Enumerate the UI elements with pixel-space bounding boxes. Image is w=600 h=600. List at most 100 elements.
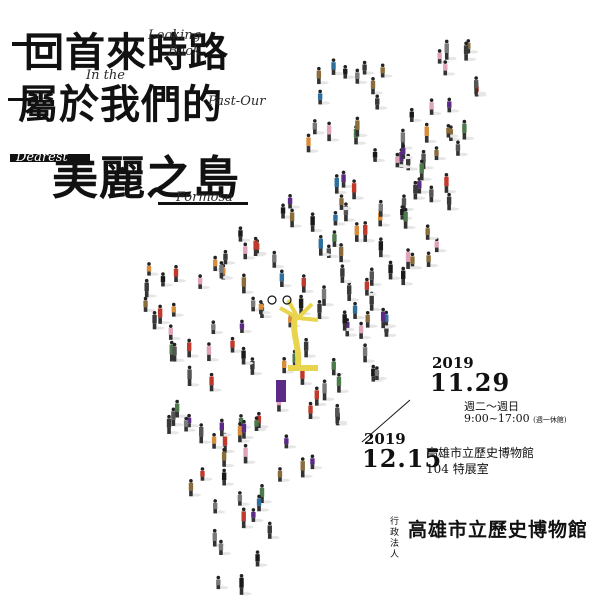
person-figure [300,457,313,478]
person-figure [171,407,184,427]
person-figure [316,66,329,85]
person-figure [259,483,273,504]
title-en-dearest: Dearest [16,150,68,165]
person-figure [211,432,225,449]
person-figure [446,192,460,211]
bicycle-wheel [267,295,277,305]
person-figure [157,304,171,325]
person-figure [463,41,477,61]
museum-logo: 行政法人 高雄市立歷史博物館 [390,515,590,560]
person-figure [455,140,468,156]
fountain-sculpture [279,299,319,371]
person-figure [326,244,339,259]
title-en-formosa: Formosa [176,190,233,205]
person-figure [183,416,197,432]
title-en-looking: Looking [148,28,202,43]
person-figure [462,119,475,140]
person-figure [341,170,354,188]
person-figure [219,418,232,437]
person-figure [339,194,352,211]
venue-room: 104 特展室 [426,462,489,476]
person-figure [144,278,157,298]
person-figure [303,337,317,358]
person-figure [388,260,401,280]
person-figure [338,243,352,263]
person-figure [352,301,366,320]
venue-name: 高雄市立歷史博物館 [426,446,535,460]
end-date: 12.15 [362,444,443,473]
end-year: 2019 [364,430,406,448]
person-figure [434,146,447,161]
person-figure [166,414,180,435]
person-figure [401,194,414,211]
person-figure [317,300,330,320]
person-figure [301,274,314,293]
exhibition-dates: 2019 11.29 週二～週日 9:00~17:00 (週一休館) 2019 … [360,350,580,476]
start-year: 2019 [432,354,474,372]
person-figure [409,107,422,123]
person-figure [314,386,327,407]
person-figure [277,467,290,482]
person-figure [369,267,382,287]
person-figure [250,357,263,376]
person-figure [243,443,256,464]
person-figure [256,494,270,512]
person-figure [426,251,439,268]
person-figure [346,281,360,302]
person-figure [358,321,372,340]
person-figure [380,307,394,329]
person-figure [255,550,268,567]
title-en-past-our: Past-Our [208,94,266,109]
person-figure [434,237,447,253]
person-figure [363,221,376,243]
person-figure [279,269,292,288]
person-figure [152,311,165,330]
person-figure [221,447,235,468]
person-figure [146,262,160,276]
person-figure [267,521,280,540]
ink-stroke [12,42,56,46]
person-figure [258,300,271,315]
person-figure [326,121,340,142]
person-figure [241,273,254,294]
person-figure [221,468,235,486]
title-en-back: Back [168,44,201,59]
person-figure [238,226,251,242]
person-figure [211,320,224,335]
person-figure [429,98,442,116]
person-figure [343,202,356,222]
title-line-1: 回首來時路 [24,29,229,76]
person-figure [216,575,229,590]
person-figure [466,39,479,54]
start-date: 11.29 [430,368,511,397]
person-figure [230,336,243,353]
person-figure [143,296,156,313]
person-figure [318,234,331,257]
person-figure [417,177,430,194]
person-figure [253,236,266,257]
person-figure [197,274,211,290]
person-figure [317,89,331,105]
person-figure [335,403,348,424]
person-figure [186,413,200,428]
open-hours-row: 9:00~17:00 (週一休館) [464,412,567,425]
person-figure [364,277,377,296]
title-line-2: 屬於我們的 [18,81,223,128]
person-figure [160,272,173,287]
museum-prefix: 行政法人 [390,517,400,560]
person-figure [308,401,321,420]
person-figure [199,423,212,444]
person-figure [331,58,344,76]
person-figure [281,357,295,374]
person-figure [419,159,432,181]
person-figure [425,224,438,241]
person-figure [209,372,222,392]
date-divider-line [361,399,411,443]
person-figure [375,94,388,110]
ink-stroke [10,154,90,162]
person-figure [355,68,368,84]
person-figure [362,343,376,363]
person-figure [365,311,378,328]
open-hours: 9:00~17:00 [464,412,530,425]
